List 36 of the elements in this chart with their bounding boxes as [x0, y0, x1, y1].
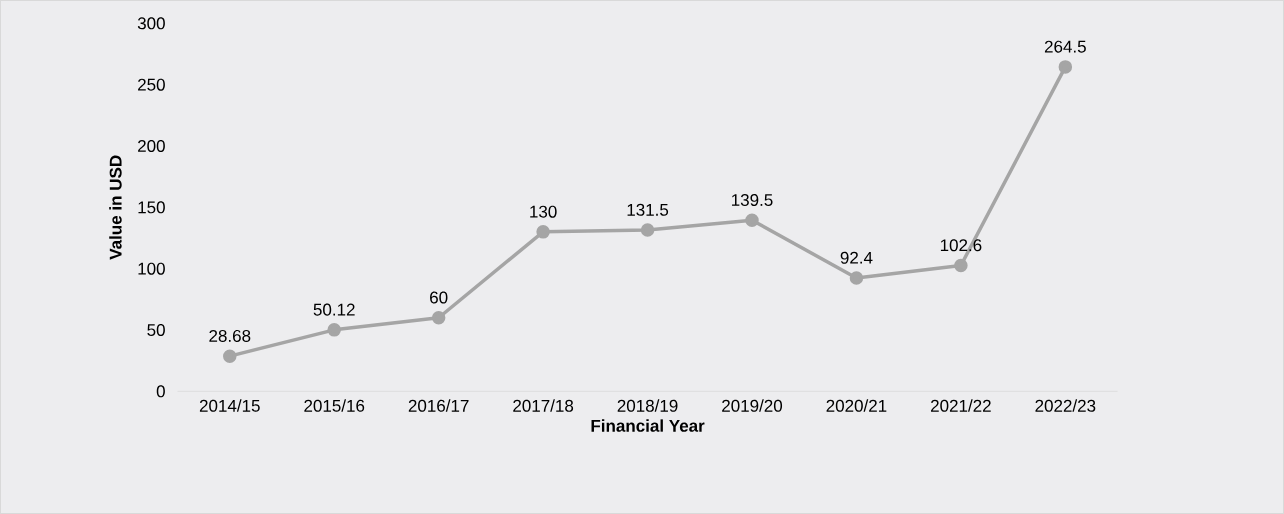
- data-label: 131.5: [627, 203, 669, 216]
- x-tick-label: 2015/16: [304, 399, 365, 412]
- point: [640, 223, 655, 237]
- data-label: 50.12: [313, 303, 355, 316]
- x-tick-label: 2021/22: [931, 399, 991, 412]
- y-tick-label: 250: [138, 78, 165, 91]
- data-label: 130: [530, 205, 557, 218]
- point: [954, 258, 968, 273]
- x-tick-label: 2016/17: [408, 399, 469, 412]
- x-tick-label: 2022/23: [1035, 399, 1096, 412]
- point: [431, 310, 446, 325]
- data-label: 28.68: [209, 329, 251, 342]
- x-tick-label: 2018/19: [617, 399, 678, 412]
- x-tick-label: 2019/20: [722, 399, 783, 412]
- point: [1058, 60, 1073, 74]
- y-tick-label: 300: [137, 17, 165, 30]
- point: [536, 225, 550, 239]
- data-label: 139.5: [732, 193, 773, 207]
- data-label: 92.4: [840, 251, 873, 264]
- x-axis-title: Financial Year: [591, 419, 705, 432]
- y-tick-label: 200: [138, 139, 165, 153]
- x-tick-label: 2014/15: [199, 399, 260, 412]
- y-tick-label: 0: [156, 385, 165, 398]
- x-tick-label: 2020/21: [826, 399, 887, 412]
- x-tick-label: 2017/18: [513, 399, 574, 412]
- point: [327, 323, 341, 337]
- point: [223, 349, 237, 363]
- point: [849, 271, 864, 285]
- data-label: 264.5: [1044, 40, 1086, 53]
- data-label: 60: [430, 291, 448, 304]
- y-tick-label: 50: [147, 323, 165, 337]
- data-label: 102.6: [940, 239, 982, 252]
- y-tick-label: 150: [138, 201, 165, 214]
- y-tick-label: 100: [138, 262, 165, 275]
- y-axis-title: Value in USD: [109, 155, 122, 260]
- point: [745, 213, 759, 227]
